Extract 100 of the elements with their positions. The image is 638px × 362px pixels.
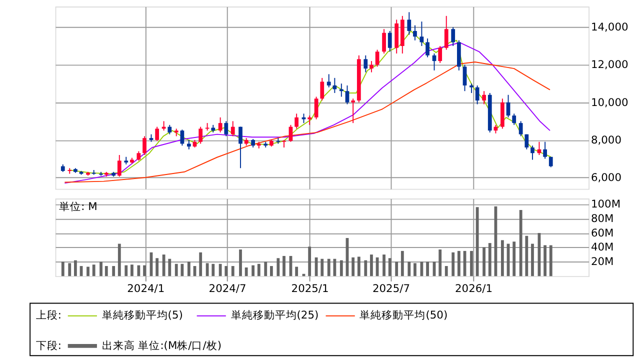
legend-label: 単純移動平均(5) [102,308,183,322]
bar [470,250,473,276]
candlestick [382,28,386,54]
bar [180,264,184,276]
candlestick [302,113,306,124]
bar [438,250,442,276]
bar [244,267,248,276]
candlestick [413,24,417,41]
y-tick-label: 100M [590,198,621,211]
bar [519,210,522,276]
bar [156,258,159,276]
bar [500,240,504,276]
bar [162,254,166,276]
candlestick [218,116,222,133]
candlestick [339,83,344,98]
bar [187,262,190,276]
x-tick-label: 2024/1 [127,282,165,296]
bar [382,254,386,276]
candlestick [308,115,312,126]
bar [86,266,90,276]
x-tick-label: 2026/1 [455,282,493,296]
bar [61,262,64,276]
bar [124,265,128,276]
bar [340,260,343,276]
bar [457,250,460,276]
bar [452,252,455,276]
candlestick [294,113,299,130]
bar [264,262,268,276]
bar [224,266,228,276]
candlestick [117,154,122,178]
candlestick [351,98,356,124]
candlestick [230,120,235,137]
bar [512,242,516,276]
bar [68,263,72,276]
candlestick [482,90,486,105]
candlestick [364,54,368,73]
x-tick-label: 2025/1 [291,282,329,296]
legend-title: 上段: [36,308,62,322]
bar [252,265,255,276]
candlestick [426,38,430,58]
bar [206,263,209,276]
bar [420,262,424,276]
bar [370,254,373,276]
bar [488,243,492,276]
y-tick-label: 10,000 [590,96,628,109]
candlestick [205,122,210,132]
candlestick [518,120,523,137]
bar [408,262,411,276]
bar [257,264,260,276]
bar [482,247,486,276]
bar [104,266,108,276]
bar [270,266,273,276]
bar [327,258,330,276]
candlestick [314,96,318,120]
y-tick-label: 12,000 [590,58,628,72]
bar [137,265,140,276]
bar [357,256,360,276]
y-tick-label: 8,000 [590,133,622,146]
candlestick [475,84,480,105]
legend-label: 出来高 単位:(M株/口/枚) [102,338,222,352]
y-tick-label: 40M [590,240,614,254]
bar [549,245,552,276]
bar [168,258,172,276]
candlestick [512,113,516,126]
bar [130,264,134,276]
bar [74,260,77,276]
x-tick-label: 2025/7 [372,282,410,296]
candlestick [462,64,467,92]
candlestick [186,139,191,150]
candlestick [320,77,324,101]
candlestick [438,46,442,64]
bar [525,236,528,276]
y-tick-label: 20M [590,255,614,268]
candlestick [388,30,392,52]
annotation: 単位: M [59,200,98,214]
candlestick [470,83,474,94]
bar [308,246,312,276]
bar [218,264,222,276]
bar [400,250,404,276]
candlestick [530,145,534,160]
bar [426,262,429,276]
bar [174,264,178,276]
bar [100,262,102,276]
bar [231,266,234,276]
bar [476,207,479,276]
candlestick [326,74,331,88]
y-tick-label: 80M [590,212,614,226]
candlestick [142,136,146,156]
y-tick-label: 6,000 [590,170,622,184]
candlestick [155,126,160,142]
bar [444,266,448,276]
candlestick [524,134,529,150]
legend-label: 単純移動平均(25) [230,308,319,322]
bar [414,263,416,276]
y-tick-label: 60M [590,226,614,240]
bar [239,250,242,276]
legend-title: 下段: [36,338,62,352]
bar [388,258,392,276]
bar [364,260,368,276]
bar [395,262,398,276]
